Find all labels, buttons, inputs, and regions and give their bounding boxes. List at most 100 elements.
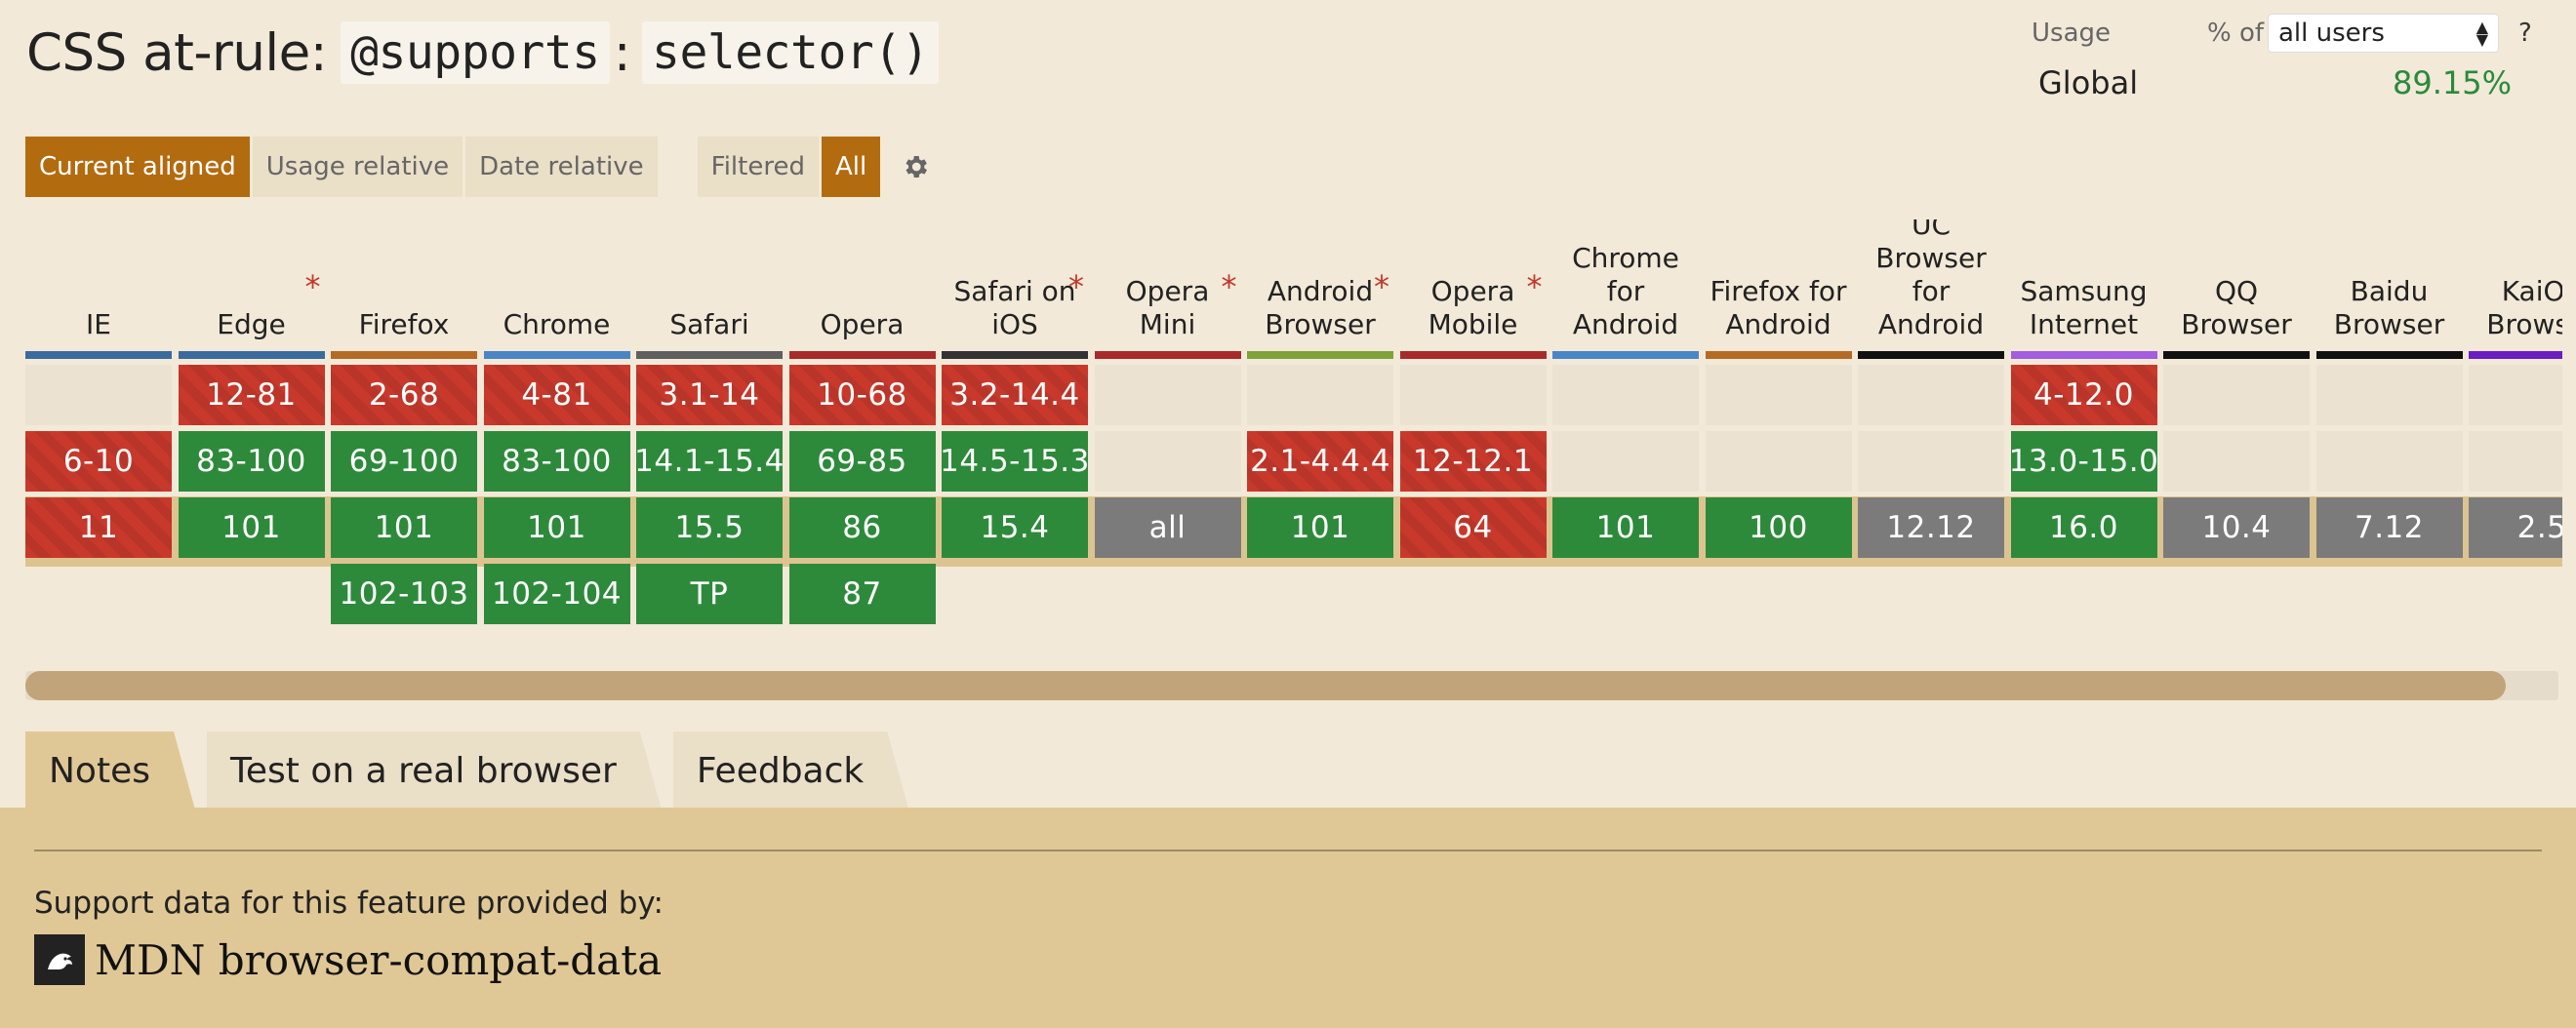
browser-header[interactable]: QQ Browser — [2163, 219, 2310, 351]
version-cell[interactable]: 16.0 — [2010, 497, 2157, 558]
current-aligned-button[interactable]: Current aligned — [25, 137, 253, 197]
browser-header[interactable]: Opera Mini * — [1095, 219, 1241, 351]
mdn-link[interactable]: MDN browser-compat-data — [34, 934, 662, 985]
browser-header[interactable]: KaiOS Browser — [2469, 219, 2562, 351]
browser-header[interactable]: Safari on iOS * — [942, 219, 1088, 351]
version-cell[interactable]: 12-12.1 — [1399, 431, 1547, 492]
version-cell[interactable] — [1858, 431, 2004, 492]
version-cell[interactable] — [1858, 365, 2004, 425]
browser-header[interactable]: Chrome for Android — [1552, 219, 1699, 351]
browser-color-bar — [331, 351, 477, 359]
version-cell[interactable]: 100 — [1705, 497, 1852, 558]
horizontal-scrollbar[interactable] — [25, 671, 2558, 700]
settings-gear-icon[interactable] — [901, 137, 930, 197]
browser-header[interactable]: Samsung Internet — [2011, 219, 2157, 351]
version-cell[interactable]: 87 — [788, 564, 936, 624]
version-cell[interactable]: 83-100 — [178, 431, 325, 492]
version-cell[interactable]: 101 — [1247, 497, 1393, 558]
browser-header[interactable]: Safari — [636, 219, 783, 351]
version-cell[interactable] — [2469, 431, 2562, 492]
version-cell[interactable] — [1552, 431, 1699, 492]
version-cell[interactable]: 11 — [25, 497, 172, 558]
version-cell[interactable] — [1094, 431, 1241, 492]
version-cell[interactable]: 83-100 — [483, 431, 630, 492]
all-button[interactable]: All — [821, 137, 884, 197]
version-cell[interactable]: 2.1-4.4.4 — [1247, 431, 1393, 492]
browser-header[interactable]: UC Browser for Android — [1858, 219, 2004, 351]
version-cell[interactable] — [1247, 365, 1393, 425]
version-cell — [1858, 564, 2004, 624]
version-cell[interactable] — [2163, 365, 2310, 425]
version-cell[interactable] — [2315, 365, 2463, 425]
browser-color-bar — [2315, 351, 2463, 359]
version-cell[interactable]: 10-68 — [788, 365, 936, 425]
version-cell[interactable]: 101 — [331, 497, 477, 558]
filtered-button[interactable]: Filtered — [697, 137, 822, 197]
version-cell[interactable]: 69-100 — [331, 431, 477, 492]
version-cell[interactable]: 14.1-15.4 — [636, 431, 783, 492]
version-cell[interactable]: 7.12 — [2315, 497, 2463, 558]
version-cell[interactable]: 3.1-14 — [636, 365, 783, 425]
version-cell[interactable]: 14.5-15.3 — [942, 431, 1088, 492]
browser-header[interactable]: Firefox — [331, 219, 477, 351]
version-cell[interactable]: 12.12 — [1858, 497, 2004, 558]
browser-header[interactable]: Chrome — [484, 219, 630, 351]
browser-header[interactable]: Edge * — [179, 219, 325, 351]
version-cell[interactable]: 3.2-14.4 — [942, 365, 1088, 425]
browser-header[interactable]: Android Browser * — [1247, 219, 1393, 351]
version-cell[interactable]: 102-104 — [483, 564, 630, 624]
version-cell[interactable] — [25, 365, 172, 425]
version-cell[interactable] — [2163, 431, 2310, 492]
version-cell[interactable] — [2469, 365, 2562, 425]
browser-header[interactable]: Firefox for Android — [1706, 219, 1852, 351]
version-cell[interactable] — [2315, 431, 2463, 492]
browser-name: Firefox — [358, 308, 450, 340]
version-cell[interactable] — [1552, 365, 1699, 425]
version-cell[interactable]: 13.0-15.0 — [2010, 431, 2157, 492]
version-cell[interactable]: 69-85 — [788, 431, 936, 492]
version-cell[interactable]: 64 — [1399, 497, 1547, 558]
version-cell[interactable]: 15.4 — [942, 497, 1088, 558]
tab-feedback[interactable]: Feedback — [673, 731, 908, 810]
usage-scope-select[interactable]: all users ▲ ▼ — [2268, 14, 2499, 53]
scrollbar-thumb[interactable] — [25, 671, 2506, 700]
version-cell[interactable] — [1094, 365, 1241, 425]
browser-name: Opera Mobile — [1428, 275, 1518, 340]
browser-color-bar — [178, 351, 325, 359]
version-cell[interactable]: 6-10 — [25, 431, 172, 492]
usage-relative-button[interactable]: Usage relative — [252, 137, 466, 197]
date-relative-button[interactable]: Date relative — [465, 137, 661, 197]
version-cell[interactable] — [1705, 431, 1852, 492]
browser-color-bar — [1552, 351, 1699, 359]
browser-name: Firefox for Android — [1710, 275, 1847, 340]
browser-name: Chrome — [503, 308, 611, 340]
version-cell — [1095, 564, 1241, 624]
tab-notes[interactable]: Notes — [25, 731, 195, 810]
version-cell[interactable]: TP — [636, 564, 783, 624]
version-cell[interactable] — [1399, 365, 1547, 425]
browser-header[interactable]: Baidu Browser — [2316, 219, 2463, 351]
notes-star-icon: * — [1374, 268, 1389, 305]
version-cell — [2011, 564, 2157, 624]
version-cell[interactable]: 15.5 — [636, 497, 783, 558]
browser-color-bar — [942, 351, 1088, 359]
version-cell[interactable]: all — [1094, 497, 1241, 558]
version-cell[interactable] — [1705, 365, 1852, 425]
version-cell[interactable]: 101 — [1552, 497, 1699, 558]
help-link[interactable]: ? — [2518, 19, 2532, 48]
version-cell[interactable]: 2-68 — [331, 365, 477, 425]
browser-header[interactable]: IE — [25, 219, 172, 351]
version-cell[interactable]: 2.5 — [2469, 497, 2562, 558]
browser-header[interactable]: Opera Mobile * — [1400, 219, 1547, 351]
version-cell[interactable]: 10.4 — [2163, 497, 2310, 558]
tab-test-real-browser[interactable]: Test on a real browser — [207, 731, 662, 810]
version-cell[interactable]: 12-81 — [178, 365, 325, 425]
browser-header[interactable]: Opera — [789, 219, 936, 351]
version-cell[interactable]: 102-103 — [331, 564, 477, 624]
version-cell[interactable]: 4-12.0 — [2010, 365, 2157, 425]
version-cell[interactable]: 86 — [788, 497, 936, 558]
version-cell[interactable]: 101 — [178, 497, 325, 558]
global-usage-value: 89.15% — [2392, 64, 2512, 101]
version-cell[interactable]: 4-81 — [483, 365, 630, 425]
version-cell[interactable]: 101 — [483, 497, 630, 558]
